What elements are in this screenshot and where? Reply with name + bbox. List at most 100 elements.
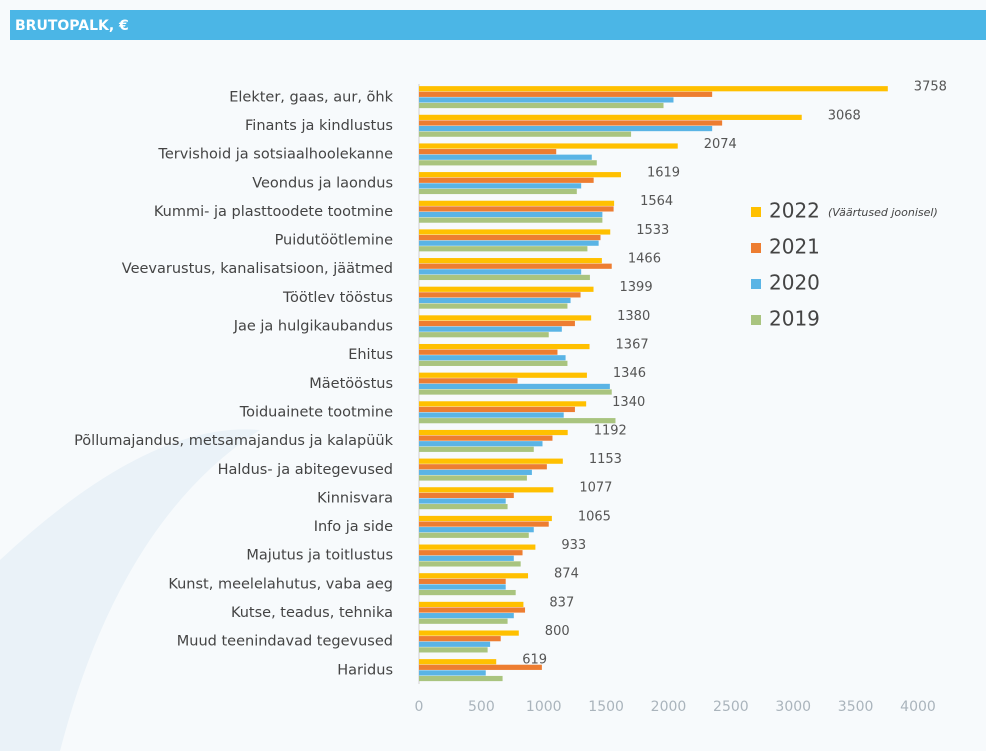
- bar: [419, 406, 575, 413]
- decoration: [0, 429, 260, 751]
- y-tick-label: Ehitus: [348, 347, 393, 363]
- x-tick-label: 3500: [838, 699, 874, 715]
- data-label: 1065: [578, 509, 611, 524]
- bar: [419, 274, 590, 281]
- y-tick-label: Kummi- ja plasttoodete tootmine: [154, 204, 393, 220]
- x-tick-label: 3000: [775, 699, 811, 715]
- y-tick-label: Elekter, gaas, aur, õhk: [229, 89, 393, 105]
- y-tick-label: Kutse, teadus, tehnika: [231, 605, 393, 621]
- x-tick-label: 1000: [526, 699, 562, 715]
- bar: [419, 143, 678, 149]
- x-tick-label: 2000: [651, 699, 687, 715]
- y-tick-label: Haldus- ja abitegevused: [218, 462, 393, 478]
- bar: [419, 292, 581, 298]
- data-label: 2074: [704, 137, 737, 152]
- x-tick-label: 2500: [713, 699, 749, 715]
- legend-note: (Väärtused joonisel): [828, 206, 938, 219]
- data-label: 1564: [640, 194, 673, 209]
- y-tick-label: Toiduainete tootmine: [239, 404, 393, 420]
- bar: [419, 578, 506, 584]
- y-tick-label: Veevarustus, kanalisatsioon, jäätmed: [122, 261, 393, 277]
- data-label: 1192: [594, 423, 627, 438]
- x-tick-label: 4000: [900, 699, 936, 715]
- bar: [419, 125, 713, 132]
- bar: [419, 372, 587, 378]
- bar: [419, 584, 506, 590]
- y-tick-label: Haridus: [337, 662, 393, 678]
- y-tick-label: Muud teenindavad tegevused: [177, 634, 393, 650]
- bar: [419, 458, 563, 464]
- bar: [419, 97, 674, 103]
- bar: [419, 188, 577, 195]
- data-label: 1340: [612, 395, 645, 410]
- data-label: 933: [561, 538, 586, 553]
- y-tick-label: Majutus ja toitlustus: [246, 548, 393, 564]
- bar: [419, 246, 588, 252]
- y-tick-label: Jae ja hulgikaubandus: [233, 319, 393, 335]
- bar: [419, 412, 564, 418]
- data-label: 1077: [579, 481, 612, 496]
- bar: [419, 464, 547, 470]
- bar: [419, 401, 587, 407]
- bar: [419, 378, 518, 384]
- bar: [419, 613, 514, 619]
- bar: [419, 263, 612, 269]
- bar: [419, 675, 503, 682]
- bar: [419, 544, 536, 550]
- x-tick-label: 500: [468, 699, 495, 715]
- data-label: 800: [545, 624, 570, 639]
- legend-label: 2022: [769, 199, 820, 223]
- bar: [419, 160, 597, 166]
- bar: [419, 200, 615, 206]
- bar: [419, 172, 621, 178]
- legend-swatch: [751, 207, 761, 217]
- data-label: 1619: [647, 166, 680, 181]
- bar: [419, 435, 553, 441]
- bar: [419, 630, 519, 636]
- bar: [419, 418, 616, 424]
- legend-swatch: [751, 279, 761, 289]
- bar: [419, 343, 590, 350]
- bar: [419, 647, 488, 653]
- bar: [419, 389, 612, 395]
- bar: [419, 670, 486, 676]
- bar: [419, 504, 508, 510]
- data-label: 1367: [616, 337, 649, 352]
- bar: [419, 349, 558, 355]
- bar: [419, 131, 632, 137]
- data-label: 3758: [914, 80, 947, 95]
- bar: [419, 183, 582, 189]
- y-tick-label: Finants ja kindlustus: [245, 118, 393, 134]
- y-tick-label: Mäetööstus: [309, 376, 393, 392]
- bar: [419, 332, 549, 338]
- y-tick-label: Puidutöötlemine: [275, 233, 394, 249]
- bar: [419, 573, 529, 579]
- data-label: 1466: [628, 252, 661, 267]
- bar: [419, 618, 508, 624]
- data-label: 619: [522, 653, 547, 668]
- bar: [419, 561, 521, 567]
- bar: [419, 154, 592, 160]
- y-tick-label: Kunst, meelelahutus, vaba aeg: [168, 576, 393, 592]
- bar: [419, 217, 603, 223]
- bar: [419, 487, 554, 493]
- bar: [419, 532, 529, 538]
- x-tick-label: 0: [415, 699, 424, 715]
- bar: [419, 664, 542, 670]
- y-tick-label: Kinnisvara: [317, 490, 393, 506]
- bar: [419, 641, 491, 647]
- bar: [419, 91, 713, 97]
- legend-label: 2019: [769, 307, 820, 331]
- bar: [419, 498, 506, 504]
- data-label: 874: [554, 567, 579, 582]
- bar: [419, 607, 526, 613]
- y-tick-label: Põllumajandus, metsamajandus ja kalapüük: [74, 433, 394, 449]
- bar: [419, 550, 523, 556]
- y-tick-label: Tervishoid ja sotsiaalhoolekanne: [157, 147, 393, 163]
- bar: [419, 269, 582, 275]
- bar: [419, 86, 888, 92]
- data-label: 1533: [636, 223, 669, 238]
- bar: [419, 114, 802, 120]
- data-label: 1153: [589, 452, 622, 467]
